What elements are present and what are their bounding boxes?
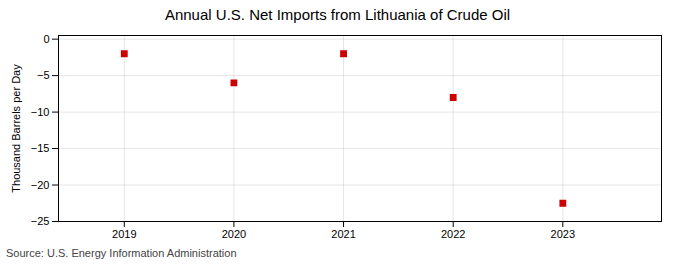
svg-text:−15: −15	[31, 142, 50, 154]
svg-text:2022: 2022	[441, 228, 465, 240]
svg-text:0: 0	[43, 33, 49, 45]
svg-text:2023: 2023	[551, 228, 575, 240]
svg-text:2019: 2019	[112, 228, 136, 240]
svg-text:Thousand Barrels per Day: Thousand Barrels per Day	[10, 64, 22, 193]
html-text:Annual U.S. Net Imports from L: Annual U.S. Net Imports from Lithuania o…	[164, 6, 511, 23]
svg-text:2020: 2020	[222, 228, 246, 240]
html-text:Source: U.S. Energy Informatio: Source: U.S. Energy Information Administ…	[6, 247, 237, 259]
svg-text:−20: −20	[31, 179, 50, 191]
svg-text:2021: 2021	[331, 228, 355, 240]
svg-text:−25: −25	[31, 215, 50, 227]
svg-text:−5: −5	[37, 69, 50, 81]
svg-text:−10: −10	[31, 106, 50, 118]
